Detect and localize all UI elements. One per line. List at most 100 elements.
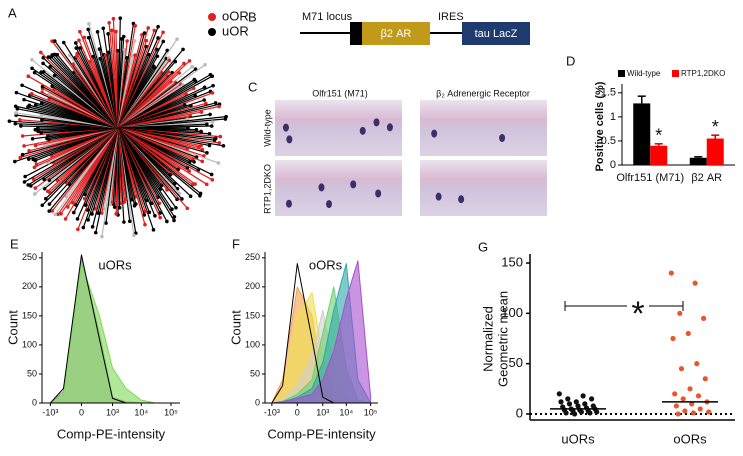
tree-branch (23, 99, 102, 124)
tree-leaf (158, 211, 162, 215)
gene-box (362, 22, 430, 45)
tree-branch (15, 105, 105, 126)
y-tick-label: 0.5 (601, 135, 616, 147)
tree-branch (148, 128, 202, 133)
tree-branch (125, 40, 147, 104)
tree-leaf (210, 74, 215, 78)
tree-branch (135, 133, 219, 164)
tree-branch (79, 47, 103, 95)
tree-leaf (204, 182, 209, 187)
tree-branch (135, 140, 196, 185)
tree-leaf (144, 44, 149, 49)
tree-branch (108, 22, 118, 110)
tree-leaf (182, 61, 186, 66)
tree-branch (150, 134, 202, 147)
data-point (566, 401, 573, 407)
stained-cell (375, 189, 382, 198)
tree-branch (20, 125, 85, 128)
tree-branch (119, 49, 126, 102)
reporter-box (462, 22, 530, 45)
tree-branch (54, 40, 103, 107)
tree-branch (30, 143, 94, 187)
tree-leaf (151, 228, 156, 232)
tree-branch (73, 149, 108, 213)
tree-leaf (110, 28, 114, 33)
y-tick-label: 0 (610, 159, 616, 171)
tree-branch (143, 74, 211, 114)
tree-branch (111, 153, 117, 203)
tree-leaf (45, 189, 50, 194)
tree-branch (66, 149, 99, 184)
data-point (668, 270, 674, 276)
tree-branch (153, 131, 215, 141)
tree-leaf (95, 30, 100, 34)
tree-branch (51, 137, 94, 157)
tree-leaf (33, 143, 38, 148)
legend-swatch (618, 70, 625, 77)
tree-branch (144, 143, 190, 172)
construct-diagram: M71 locus β2 AR IRES tau LacZ (300, 11, 530, 45)
tree-branch (48, 137, 111, 212)
tree-branch (98, 48, 112, 96)
tree-branch (123, 159, 133, 200)
significance-bg (627, 294, 649, 318)
tree-leaf (200, 147, 205, 152)
tree-branch (144, 129, 210, 135)
tree-branch (132, 62, 185, 114)
tree-branch (51, 40, 101, 105)
tree-branch (88, 23, 115, 116)
legend-label: Wild-type (627, 69, 661, 78)
tree-branch (19, 119, 85, 126)
y-tick-label: 0 (255, 397, 260, 407)
tree-branch (140, 92, 213, 121)
tree-leaf (165, 219, 169, 224)
tree-leaf (77, 38, 81, 43)
tree-branch (121, 162, 131, 222)
tree-branch (146, 93, 187, 115)
tree-branch (45, 148, 97, 200)
tree-branch (127, 32, 164, 108)
tree-leaf (155, 47, 159, 52)
panel-label: B (248, 9, 257, 24)
stained-cell (318, 183, 325, 192)
stained-cell (350, 180, 357, 189)
ires-label: IRES (438, 11, 464, 23)
tree-leaf (197, 145, 201, 149)
y-tick-label: 150 (22, 310, 37, 320)
tree-branch (121, 57, 128, 99)
tree-branch (47, 144, 100, 192)
tree-branch (79, 31, 113, 115)
tree-branch (122, 25, 136, 101)
data-point (573, 399, 579, 405)
tree-leaf (202, 85, 207, 90)
tree-branch (87, 156, 110, 221)
tree-branch (141, 155, 188, 209)
tree-branch (150, 136, 208, 154)
tree-leaf (155, 54, 160, 59)
tree-branch (41, 114, 94, 125)
tree-leaf (32, 70, 37, 75)
y-tick-label: 250 (22, 252, 37, 262)
y-tick-label: 1.5 (601, 87, 616, 99)
tree-branch (152, 134, 210, 147)
tree-branch (141, 123, 207, 128)
stained-cell (431, 129, 438, 138)
tree-leaf (106, 31, 110, 36)
tree-branch (102, 28, 115, 102)
data-point (589, 396, 595, 402)
tree-leaf (42, 177, 46, 182)
tree-branch (121, 23, 135, 100)
tree-leaf (40, 203, 45, 208)
tree-branch (118, 165, 121, 208)
tree-leaf (217, 141, 221, 145)
tree-branch (87, 29, 110, 99)
tree-branch (49, 93, 99, 119)
x-tick-label: 0 (79, 407, 84, 417)
tree-leaf (209, 124, 214, 128)
tree-leaf (33, 127, 38, 132)
tree-branch (128, 37, 159, 104)
tree-leaf (41, 61, 45, 66)
tree-leaf (122, 220, 126, 224)
tree-branch (133, 147, 168, 191)
tree-leaf (203, 62, 207, 67)
